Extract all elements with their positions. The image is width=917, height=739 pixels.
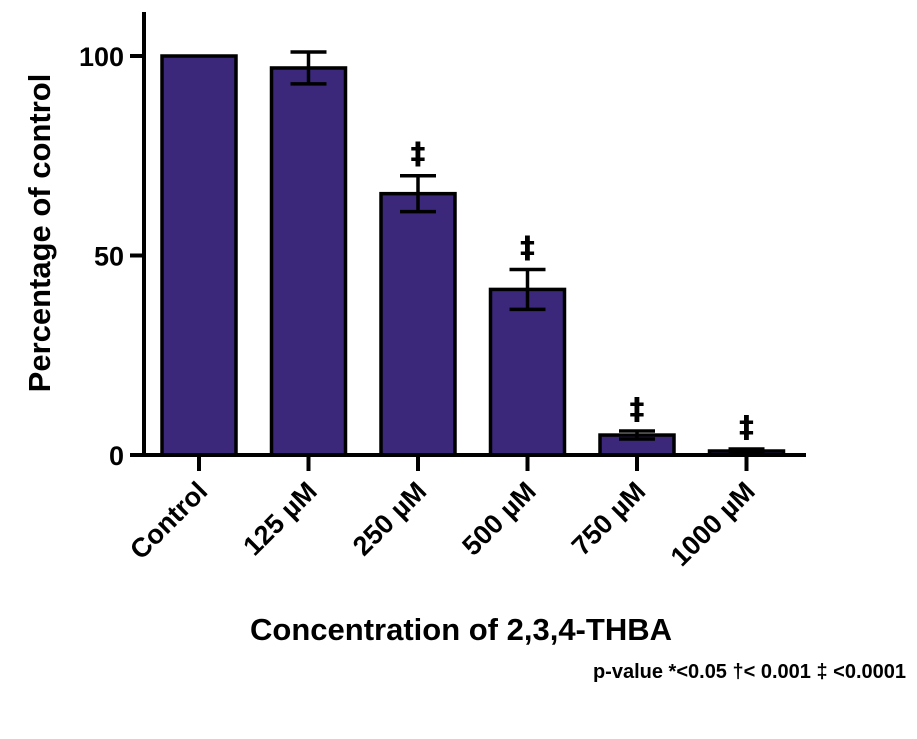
bars-group: [160, 54, 786, 457]
x-axis-ticks: Control 125 µM 250 µM 500 µM 750 µM 1000 µM: [124, 455, 761, 572]
y-tick-label: 0: [109, 441, 124, 471]
x-tick-label: 500 µM: [456, 476, 541, 561]
significance-markers-group: ‡ ‡ ‡ ‡: [411, 137, 755, 445]
error-bars-group: [290, 50, 765, 455]
x-axis-label: Concentration of 2,3,4-THBA: [250, 612, 672, 647]
significance-marker-2: ‡: [411, 137, 426, 172]
x-tick-label: 125 µM: [237, 476, 322, 561]
x-tick-label: Control: [124, 476, 213, 565]
p-value-footnote: p-value *<0.05 †< 0.001 ‡ <0.0001: [593, 661, 906, 683]
significance-marker-4: ‡: [630, 392, 645, 427]
y-axis-label: Percentage of control: [22, 74, 57, 393]
significance-marker-5: ‡: [739, 410, 754, 445]
y-tick-label: 100: [79, 42, 124, 72]
x-tick-label: 1000 µM: [665, 476, 761, 572]
y-tick-label: 50: [94, 242, 124, 272]
y-axis-ticks: 0 50 100: [79, 42, 146, 471]
bar-2: [379, 191, 457, 457]
bar-3: [488, 287, 567, 457]
x-tick-label: 250 µM: [347, 476, 432, 561]
bar-1: [269, 66, 348, 457]
significance-marker-3: ‡: [520, 230, 535, 265]
bar-0: [160, 54, 238, 457]
x-tick-label: 750 µM: [566, 476, 651, 561]
